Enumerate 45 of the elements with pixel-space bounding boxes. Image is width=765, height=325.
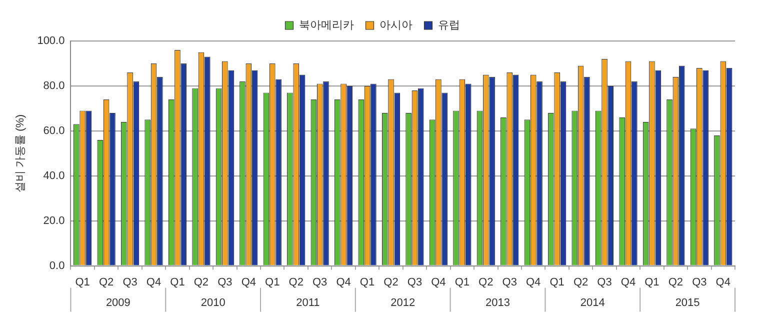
- x-tick-label: Q4: [146, 276, 162, 288]
- y-tick-label: 80.0: [43, 80, 65, 92]
- x-tick-label: Q4: [620, 276, 636, 288]
- text: 2009: [106, 296, 130, 309]
- x-tick-label: Q4: [716, 276, 730, 288]
- x-tick-label: Q2: [288, 276, 304, 288]
- text: 2015: [675, 296, 700, 309]
- text: 2010: [200, 296, 226, 309]
- x-tick-label: Q3: [502, 276, 517, 288]
- x-tick-label: Q3: [407, 276, 422, 288]
- x-tick-label: Q4: [336, 276, 351, 288]
- x-tick-label: Q3: [597, 276, 612, 288]
- text: 2013: [486, 296, 510, 309]
- legend-label: 북아메리카: [298, 20, 354, 32]
- x-tick-label: Q1: [170, 276, 185, 288]
- x-tick-label: Q1: [644, 276, 660, 288]
- text: 2014: [580, 296, 605, 309]
- x-tick-label: Q3: [122, 276, 138, 288]
- x-tick-label: Q2: [668, 276, 684, 288]
- x-tick-label: Q2: [98, 276, 114, 288]
- x-tick-label: Q4: [431, 276, 446, 288]
- x-tick-label: Q3: [312, 276, 328, 288]
- x-tick-label: Q4: [526, 276, 541, 288]
- legend-label: 유럽: [438, 20, 460, 32]
- x-tick-label: Q1: [360, 276, 375, 288]
- x-tick-label: Q1: [550, 276, 564, 288]
- y-tick-label: 0.0: [49, 260, 65, 272]
- y-tick-label: 60.0: [43, 124, 65, 137]
- x-tick-label: Q2: [573, 276, 588, 288]
- y-tick-label: 40.0: [43, 170, 65, 182]
- x-tick-label: Q1: [454, 276, 470, 288]
- x-tick-label: Q2: [478, 276, 494, 288]
- y-tick-label: 100.0: [37, 35, 65, 48]
- x-tick-label: Q3: [218, 276, 232, 288]
- y-axis-title: 설비 가동률 (%): [14, 114, 27, 193]
- x-tick-label: Q2: [194, 276, 209, 288]
- legend-label: 아시아: [379, 20, 412, 32]
- x-tick-label: Q1: [75, 276, 90, 288]
- x-tick-label: Q4: [241, 276, 256, 288]
- x-tick-label: Q2: [384, 276, 398, 288]
- x-tick-label: Q1: [265, 276, 280, 288]
- text: 2011: [296, 296, 320, 309]
- y-tick-label: 20.0: [43, 214, 65, 227]
- x-tick-label: Q3: [692, 276, 707, 288]
- text: 2012: [390, 296, 416, 309]
